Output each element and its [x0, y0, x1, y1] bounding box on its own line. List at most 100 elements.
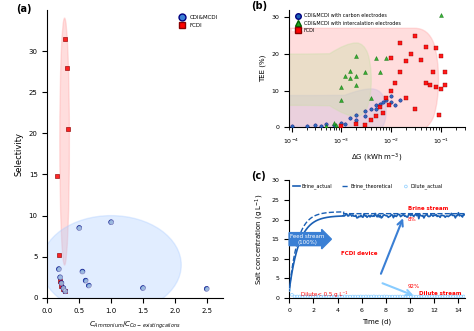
Point: [353, 82, 360, 88]
Point: [288, 124, 295, 129]
Point: [383, 95, 390, 101]
Dilute_actual: [338, 294, 346, 299]
Point: [60, 285, 67, 291]
Dilute_actual: [415, 294, 422, 299]
Line: Brine_actual: Brine_actual: [289, 213, 465, 290]
Point: [361, 122, 369, 127]
Brine_actual: [295, 246, 301, 250]
Point: [58, 280, 65, 286]
Point: [318, 123, 325, 128]
Point: [62, 289, 69, 294]
Point: [376, 101, 384, 106]
Point: [58, 283, 65, 288]
Dilute_actual: [320, 294, 328, 299]
Point: [322, 123, 330, 128]
Point: [55, 266, 63, 272]
Point: [426, 82, 434, 88]
Point: [60, 286, 67, 292]
Text: 92%: 92%: [408, 284, 420, 289]
Ellipse shape: [41, 215, 181, 314]
Ellipse shape: [60, 18, 69, 265]
Legend: CDI&MCDI, FCDI: CDI&MCDI, FCDI: [174, 13, 220, 30]
Dilute_actual: [412, 294, 420, 299]
Dilute_actual: [439, 294, 447, 299]
Point: [396, 70, 403, 75]
Dilute_actual: [404, 294, 412, 299]
Ellipse shape: [0, 43, 371, 117]
Text: Dilute< 0.5 g L⁻¹: Dilute< 0.5 g L⁻¹: [301, 291, 348, 297]
Point: [139, 285, 147, 291]
Point: [411, 33, 419, 38]
Point: [376, 105, 384, 110]
Text: Dilute stream: Dilute stream: [419, 291, 462, 296]
Point: [383, 55, 390, 60]
Point: [361, 70, 369, 75]
Dilute_actual: [299, 294, 306, 299]
Brine_theoretical: [341, 210, 346, 214]
Point: [361, 108, 369, 114]
Point: [411, 107, 419, 112]
Point: [441, 82, 448, 88]
Dilute_actual: [341, 294, 348, 299]
Point: [372, 107, 380, 112]
Point: [346, 116, 354, 121]
Point: [380, 110, 387, 116]
Brine_actual: [323, 215, 328, 219]
Point: [55, 266, 63, 272]
Dilute_actual: [328, 294, 335, 299]
Dilute_actual: [307, 294, 314, 299]
Dilute_actual: [407, 294, 415, 299]
X-axis label: $C_{Ammonium}/C_{Co-existing cations}$: $C_{Ammonium}/C_{Co-existing cations}$: [89, 319, 181, 331]
Point: [64, 126, 72, 132]
Dilute_actual: [346, 294, 354, 299]
Point: [435, 112, 442, 117]
Dilute_actual: [362, 294, 370, 299]
Dilute_actual: [309, 294, 317, 299]
Point: [75, 225, 83, 231]
Dilute_actual: [349, 294, 356, 299]
Dilute_actual: [365, 294, 372, 299]
Point: [407, 51, 415, 57]
Legend: Brine_actual, Brine_theoretical, Dilute_actual: Brine_actual, Brine_theoretical, Dilute_…: [292, 183, 444, 190]
Point: [422, 81, 429, 86]
Dilute_actual: [441, 294, 449, 299]
Dilute_actual: [444, 294, 452, 299]
Dilute_actual: [367, 294, 375, 299]
Point: [82, 278, 90, 283]
Dilute_actual: [394, 294, 401, 299]
Dilute_actual: [359, 294, 367, 299]
Dilute_actual: [449, 294, 457, 299]
Point: [383, 97, 390, 103]
Point: [361, 114, 369, 119]
Brine_theoretical: [295, 240, 301, 244]
Brine_theoretical: [292, 251, 298, 255]
Point: [341, 73, 349, 79]
Point: [337, 97, 345, 103]
Dilute_actual: [410, 294, 417, 299]
Point: [56, 278, 64, 283]
Brine_theoretical: [462, 212, 467, 216]
Brine_actual: [452, 214, 457, 218]
Point: [62, 289, 69, 294]
Text: (a): (a): [16, 4, 31, 14]
Point: [429, 70, 437, 75]
Dilute_actual: [325, 294, 333, 299]
Text: 8%: 8%: [408, 217, 416, 222]
Point: [85, 283, 92, 288]
Point: [422, 44, 429, 49]
Dilute_actual: [386, 294, 393, 299]
Point: [441, 70, 448, 75]
Dilute_actual: [333, 294, 341, 299]
Dilute_actual: [457, 294, 465, 299]
Dilute_actual: [423, 294, 430, 299]
Point: [337, 120, 345, 126]
Point: [372, 114, 380, 119]
X-axis label: ΔG (kWh m$^{-3}$): ΔG (kWh m$^{-3}$): [351, 152, 402, 165]
Point: [203, 286, 210, 292]
Brine_actual: [445, 214, 450, 218]
Point: [311, 122, 319, 127]
Brine_theoretical: [453, 212, 458, 216]
Point: [56, 275, 64, 280]
Y-axis label: TEE (%): TEE (%): [260, 55, 266, 82]
Dilute_actual: [378, 294, 385, 299]
